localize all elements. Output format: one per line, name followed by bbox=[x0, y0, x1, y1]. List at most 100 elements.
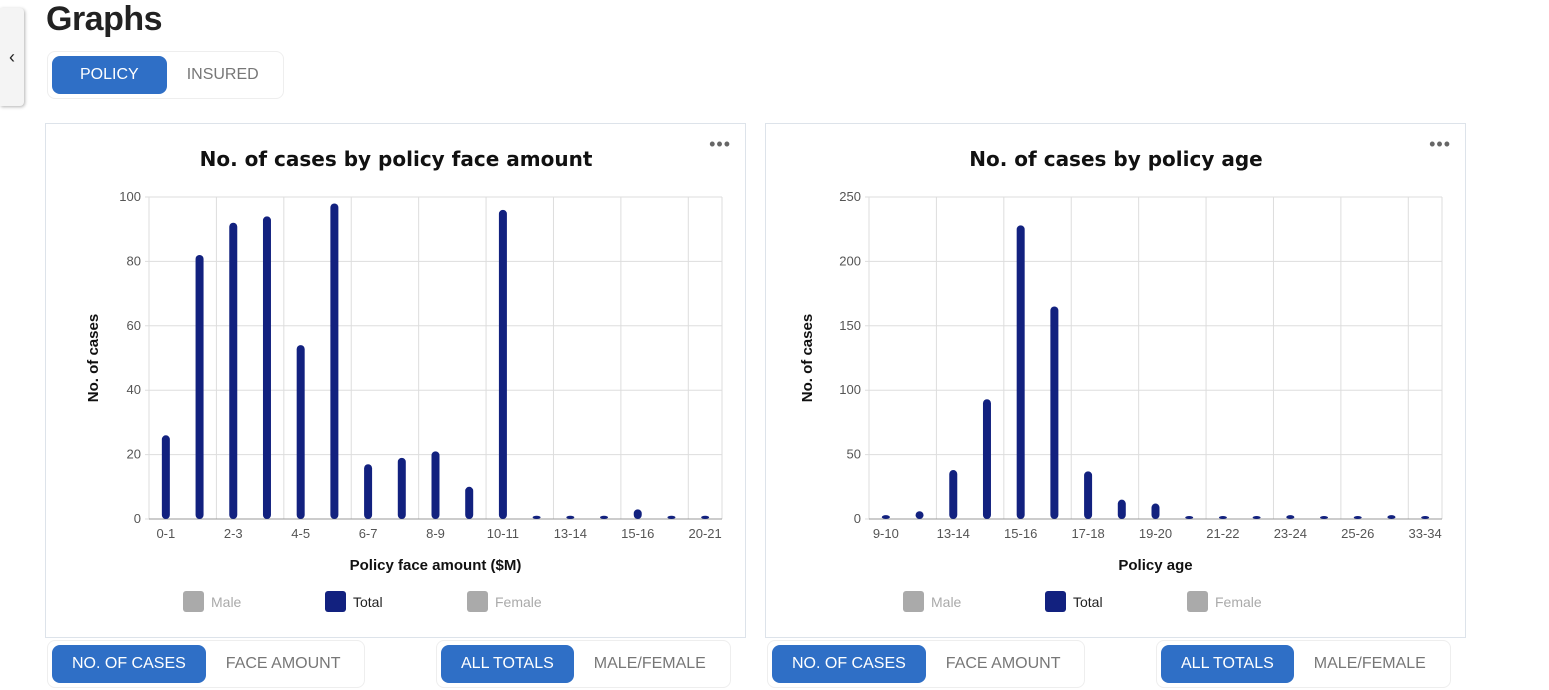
bar-25-26 bbox=[1353, 516, 1362, 519]
bar-0-1 bbox=[161, 435, 170, 519]
face-amount-button[interactable]: FACE AMOUNT bbox=[945, 655, 1061, 672]
bar-2-3 bbox=[229, 222, 238, 519]
bar-17-18 bbox=[1084, 471, 1093, 519]
chart-policy-age: No. of cases by policy age 0 50 100 150 200 25… bbox=[799, 147, 1443, 612]
x-axis-label: Policy age bbox=[1118, 557, 1192, 574]
bar-20-21 bbox=[701, 515, 710, 519]
x-tick-label: 0-1 bbox=[156, 526, 175, 541]
bar-15-16 bbox=[633, 509, 642, 519]
x-tick-label: 9-10 bbox=[873, 526, 899, 541]
collapse-sidebar-button[interactable]: ‹ bbox=[0, 8, 24, 106]
bar-9-10 bbox=[881, 515, 890, 519]
legend-swatch-total bbox=[1045, 591, 1066, 612]
x-tick-label: 4-5 bbox=[291, 526, 310, 541]
x-tick-label: 21-22 bbox=[1206, 526, 1239, 541]
x-tick-label: 33-34 bbox=[1409, 526, 1442, 541]
legend-swatch-male bbox=[903, 591, 924, 612]
y-tick-label: 250 bbox=[839, 189, 861, 204]
bar-18-19 bbox=[1117, 499, 1126, 519]
x-tick-label: 13-14 bbox=[937, 526, 970, 541]
bar-27-28 bbox=[1387, 515, 1396, 519]
bar-5-6 bbox=[330, 203, 339, 519]
page-title: Graphs bbox=[46, 0, 163, 38]
no-of-cases-button[interactable]: NO. OF CASES bbox=[772, 645, 926, 683]
legend-item-female: Female bbox=[495, 594, 542, 610]
y-tick-label: 60 bbox=[127, 318, 141, 333]
legend-item-total: Total bbox=[1073, 594, 1103, 610]
x-tick-label: 15-16 bbox=[621, 526, 654, 541]
tab-insured[interactable]: INSURED bbox=[186, 66, 259, 83]
y-tick-label: 200 bbox=[839, 253, 861, 268]
x-tick-label: 17-18 bbox=[1071, 526, 1104, 541]
x-tick-label: 2-3 bbox=[224, 526, 243, 541]
male-female-button[interactable]: MALE/FEMALE bbox=[593, 655, 706, 672]
legend-item-male: Male bbox=[211, 594, 242, 610]
x-tick-label: 20-21 bbox=[689, 526, 722, 541]
bar-3-4 bbox=[262, 216, 271, 519]
bar-16-17 bbox=[667, 515, 676, 519]
x-tick-label: 19-20 bbox=[1139, 526, 1172, 541]
bar-4-5 bbox=[296, 345, 305, 519]
bar-19-20 bbox=[1151, 503, 1160, 519]
all-totals-button[interactable]: ALL TOTALS bbox=[1161, 645, 1294, 683]
legend-item-female: Female bbox=[1215, 594, 1262, 610]
x-tick-label: 15-16 bbox=[1004, 526, 1037, 541]
bar-21-22 bbox=[1218, 516, 1227, 519]
x-axis-label: Policy face amount ($M) bbox=[350, 557, 522, 574]
chart-title: No. of cases by policy age bbox=[969, 147, 1262, 171]
face-amount-button[interactable]: FACE AMOUNT bbox=[225, 655, 341, 672]
chart-panel-policy-age: No. of cases by policy age 0 50 100 150 200 25… bbox=[765, 123, 1466, 638]
legend-swatch-female bbox=[467, 591, 488, 612]
bar-14-15 bbox=[982, 399, 991, 519]
more-horizontal-icon[interactable]: ••• bbox=[709, 134, 731, 154]
legend-item-male: Male bbox=[931, 594, 962, 610]
chart-panel-face-amount: No. of cases by policy face amount 0 20 40 6… bbox=[45, 123, 746, 638]
bar-23-24 bbox=[1286, 515, 1295, 519]
y-axis-label: No. of cases bbox=[85, 314, 102, 402]
x-tick-label: 6-7 bbox=[359, 526, 378, 541]
tab-policy[interactable]: POLICY bbox=[52, 56, 167, 94]
policy-insured-toggle: POLICY INSURED bbox=[47, 51, 284, 99]
split-toggle-right: ALL TOTALS MALE/FEMALE bbox=[1156, 640, 1451, 688]
chevron-left-icon: ‹ bbox=[9, 46, 15, 67]
y-axis-label: No. of cases bbox=[799, 314, 816, 402]
bar-1-2 bbox=[195, 254, 204, 519]
metric-toggle-left: NO. OF CASES FACE AMOUNT bbox=[47, 640, 366, 688]
metric-toggle-right: NO. OF CASES FACE AMOUNT bbox=[767, 640, 1086, 688]
bar-11-12 bbox=[532, 515, 541, 519]
bar-15-16 bbox=[1016, 225, 1025, 519]
y-tick-label: 20 bbox=[127, 447, 141, 462]
no-of-cases-button[interactable]: NO. OF CASES bbox=[52, 645, 206, 683]
bar-14-15 bbox=[600, 515, 609, 519]
bar-33-34 bbox=[1421, 516, 1430, 519]
x-tick-label: 13-14 bbox=[554, 526, 587, 541]
bar-13-14 bbox=[566, 515, 575, 519]
y-tick-label: 100 bbox=[119, 189, 141, 204]
bar-7-8 bbox=[397, 457, 406, 519]
y-tick-label: 40 bbox=[127, 382, 141, 397]
y-tick-label: 80 bbox=[127, 253, 141, 268]
y-tick-label: 0 bbox=[134, 511, 141, 526]
y-tick-label: 150 bbox=[839, 318, 861, 333]
legend-swatch-total bbox=[325, 591, 346, 612]
y-tick-label: 100 bbox=[839, 382, 861, 397]
x-tick-label: 25-26 bbox=[1341, 526, 1374, 541]
legend-swatch-female bbox=[1187, 591, 1208, 612]
bar-9-10 bbox=[465, 486, 474, 519]
legend-swatch-male bbox=[183, 591, 204, 612]
bar-10-11 bbox=[498, 209, 507, 519]
all-totals-button[interactable]: ALL TOTALS bbox=[441, 645, 574, 683]
male-female-button[interactable]: MALE/FEMALE bbox=[1313, 655, 1426, 672]
more-horizontal-icon[interactable]: ••• bbox=[1429, 134, 1451, 154]
chart-title: No. of cases by policy face amount bbox=[200, 147, 593, 171]
x-tick-label: 10-11 bbox=[487, 526, 519, 541]
split-toggle-left: ALL TOTALS MALE/FEMALE bbox=[436, 640, 731, 688]
x-tick-label: 23-24 bbox=[1274, 526, 1307, 541]
bar-16-17 bbox=[1050, 306, 1059, 519]
x-tick-label: 8-9 bbox=[426, 526, 445, 541]
bar-6-7 bbox=[364, 464, 373, 519]
bar-24-25 bbox=[1320, 516, 1329, 519]
bar-22-23 bbox=[1252, 516, 1261, 519]
chart-face-amount: No. of cases by policy face amount 0 20 40 6… bbox=[85, 147, 723, 612]
y-tick-label: 50 bbox=[847, 447, 861, 462]
